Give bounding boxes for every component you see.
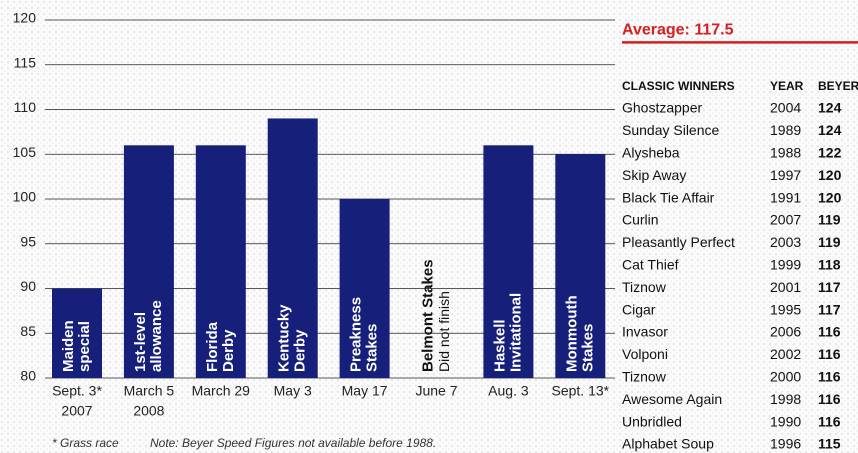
x-tick-label: March 29	[192, 383, 251, 399]
table-cell: Pleasantly Perfect	[622, 234, 735, 250]
table-cell: 116	[818, 346, 841, 362]
bar-label: Kentucky	[276, 304, 293, 372]
y-tick-label: 90	[20, 278, 36, 294]
bar-annotation: Did not finish	[436, 291, 452, 372]
bar-label-line: Stakes	[579, 324, 596, 372]
table-cell: 116	[818, 391, 841, 407]
table-cell: 2007	[770, 212, 801, 228]
table-cell: Cigar	[622, 301, 656, 317]
table-cell: Alphabet Soup	[622, 436, 714, 452]
y-tick-label: 115	[14, 54, 37, 70]
bar-label: Florida	[204, 321, 221, 372]
x-tick-label: March 5	[124, 383, 175, 399]
x-tick-label: May 3	[274, 383, 312, 399]
y-tick-label: 105	[13, 144, 37, 160]
bar-label: Maiden	[60, 320, 77, 372]
table-cell: 1997	[770, 167, 801, 183]
y-tick-label: 85	[20, 323, 36, 339]
table-header: YEAR	[770, 79, 804, 93]
bar-label: Belmont Stakes	[419, 259, 436, 372]
bar-label-line: Derby	[220, 329, 237, 372]
y-tick-label: 110	[14, 99, 37, 115]
bar-label: Monmouth	[563, 295, 580, 372]
table-cell: Sunday Silence	[622, 122, 720, 138]
table-cell: 122	[818, 145, 842, 161]
table-cell: Cat Thief	[622, 257, 679, 273]
table-cell: 1988	[770, 145, 801, 161]
table-cell: Invasor	[622, 324, 668, 340]
footnote: Note: Beyer Speed Figures not available …	[150, 436, 436, 450]
footnote: * Grass race	[52, 436, 119, 450]
table-cell: 1989	[770, 122, 801, 138]
x-tick-label: May 17	[342, 383, 388, 399]
y-tick-label: 95	[20, 233, 36, 249]
table-cell: 1990	[770, 413, 801, 429]
x-tick-sublabel: 2008	[133, 403, 164, 419]
table-cell: Awesome Again	[622, 391, 722, 407]
bar-label: Haskell	[491, 319, 508, 372]
table-cell: 116	[818, 413, 841, 429]
table-cell: Curlin	[622, 212, 659, 228]
table-cell: 116	[818, 369, 841, 385]
x-tick-label: Sept. 3*	[52, 383, 102, 399]
table-cell: 120	[818, 189, 842, 205]
table-cell: 117	[818, 301, 841, 317]
page: {"chart_data": { "type": "bar", "categor…	[0, 0, 858, 453]
table-cell: 124	[818, 122, 842, 138]
bar-label-line: Invitational	[507, 293, 524, 372]
table-cell: 117	[818, 279, 841, 295]
table-cell: 1991	[770, 189, 801, 205]
bar-label-line: Derby	[292, 329, 309, 372]
table-cell: 120	[818, 167, 842, 183]
table-cell: 118	[818, 257, 841, 273]
x-tick-label: June 7	[415, 383, 457, 399]
table-cell: 115	[818, 436, 841, 452]
table-cell: Tiznow	[622, 369, 667, 385]
table-cell: 2003	[770, 234, 801, 250]
bar-label: Preakness	[348, 297, 365, 372]
table-cell: Ghostzapper	[622, 100, 702, 116]
x-tick-label: Sept. 13*	[551, 383, 609, 399]
average-label: Average: 117.5	[622, 22, 734, 39]
table-cell: 1995	[770, 301, 801, 317]
table-cell: 2000	[770, 369, 801, 385]
table-cell: 119	[818, 234, 841, 250]
table-cell: 1999	[770, 257, 801, 273]
x-tick-sublabel: 2007	[61, 403, 92, 419]
table-cell: 1998	[770, 391, 801, 407]
table-cell: Black Tie Affair	[622, 189, 715, 205]
y-tick-label: 100	[13, 189, 37, 205]
table-cell: 124	[818, 100, 842, 116]
table-cell: Tiznow	[622, 279, 667, 295]
table-cell: 2002	[770, 346, 801, 362]
table-cell: 2004	[770, 100, 801, 116]
bar-label-line: allowance	[148, 300, 165, 372]
table-cell: Volponi	[622, 346, 668, 362]
table-header: BEYER	[818, 79, 858, 93]
x-tick-label: Aug. 3	[488, 383, 529, 399]
table-cell: Alysheba	[622, 145, 680, 161]
y-tick-label: 80	[20, 368, 36, 384]
bar-label-line: Stakes	[364, 324, 381, 372]
table-cell: 116	[818, 324, 841, 340]
table-cell: 2006	[770, 324, 801, 340]
infographic: 80 85 90 95 100 105 110 115 120 Maidenspecial Sept…	[0, 0, 858, 453]
table-cell: 119	[818, 212, 841, 228]
table-cell: 2001	[770, 279, 801, 295]
table-cell: 1996	[770, 436, 801, 452]
y-tick-label: 120	[13, 10, 37, 26]
bar-label-line: special	[76, 321, 93, 372]
table-header: CLASSIC WINNERS	[622, 79, 735, 93]
table-cell: Unbridled	[622, 413, 682, 429]
bar-label: 1st-level	[132, 312, 149, 372]
table-cell: Skip Away	[622, 167, 686, 183]
